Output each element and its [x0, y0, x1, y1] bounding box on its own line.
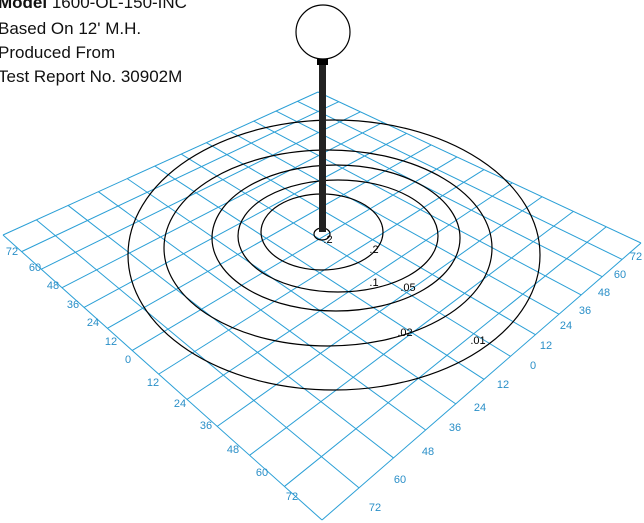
grid-line [131, 156, 458, 351]
edge-label: 12 [497, 379, 509, 391]
pole-cap [317, 59, 328, 65]
grid-line [206, 142, 536, 336]
info-line: Based On 12' M.H. [0, 19, 141, 38]
info-line: Produced From [0, 43, 115, 62]
grid-line [2, 91, 319, 236]
edge-label: 72 [6, 246, 18, 258]
contour-label: .2 [369, 244, 378, 256]
edge-label: 12 [147, 377, 159, 389]
grid-line [249, 210, 574, 456]
contour [237, 179, 439, 293]
grid-line [107, 144, 432, 329]
grid-line [158, 169, 485, 375]
edge-label: 36 [579, 305, 591, 317]
grid-line [230, 131, 560, 315]
edge-label: 48 [227, 444, 239, 456]
edge-label: 12 [540, 340, 552, 352]
grid-line [180, 153, 511, 357]
grid-line [275, 110, 603, 278]
edge-label: 36 [67, 299, 79, 311]
edge-label: 0 [530, 360, 536, 372]
grid-line [216, 196, 543, 427]
pole [319, 62, 326, 232]
grid-line [98, 191, 426, 431]
edge-label: 12 [105, 336, 117, 348]
contour-label: .1 [369, 277, 378, 289]
grid-line [41, 111, 361, 270]
isofootcandle-contours [127, 119, 541, 391]
grid-line [126, 178, 457, 405]
contour-label: .2 [323, 234, 332, 246]
edge-label: 60 [614, 269, 626, 281]
edge-label: 24 [560, 320, 572, 332]
contour-label: .01 [470, 335, 485, 347]
edge-label: 24 [87, 317, 99, 329]
edge-label: 0 [125, 354, 131, 366]
grid-line [83, 132, 407, 308]
model-line: Model 1600-OL-150-INC [0, 0, 187, 12]
grid-line [21, 101, 339, 253]
edge-label: 72 [369, 502, 381, 514]
grid-line [317, 91, 642, 244]
contour-label: .02 [397, 327, 412, 339]
edge-label: 60 [256, 467, 268, 479]
contour [211, 164, 461, 312]
contour [163, 149, 493, 347]
edge-label: 36 [200, 420, 212, 432]
grid-line [36, 219, 360, 489]
luminaire [295, 4, 351, 60]
edge-label: 72 [630, 251, 642, 263]
contour-label: .05 [400, 282, 415, 294]
model-label: Model [0, 0, 47, 12]
grid-line [297, 100, 623, 260]
edge-label: 48 [47, 280, 59, 292]
grid-line [253, 120, 582, 296]
edge-label: 60 [394, 474, 406, 486]
grid-line [321, 242, 642, 521]
edge-label: 48 [422, 446, 434, 458]
edge-label: 36 [449, 422, 461, 434]
edge-label: 24 [474, 402, 486, 414]
grid [2, 91, 642, 521]
contour [127, 119, 541, 391]
model-number: 1600-OL-150-INC [52, 0, 187, 12]
edge-label: 24 [174, 398, 186, 410]
grid-line [67, 205, 394, 459]
edge-label: 72 [286, 491, 298, 503]
labels: 72 60 48 36 24 12 0 12 24 36 48 60 72 72 60 48 36 24 12 0 12… [6, 234, 642, 514]
edge-label: 48 [598, 287, 610, 299]
edge-label: 60 [29, 262, 41, 274]
grid-line [284, 226, 607, 487]
grid-line [2, 234, 323, 521]
info-line: Test Report No. 30902M [0, 67, 182, 86]
